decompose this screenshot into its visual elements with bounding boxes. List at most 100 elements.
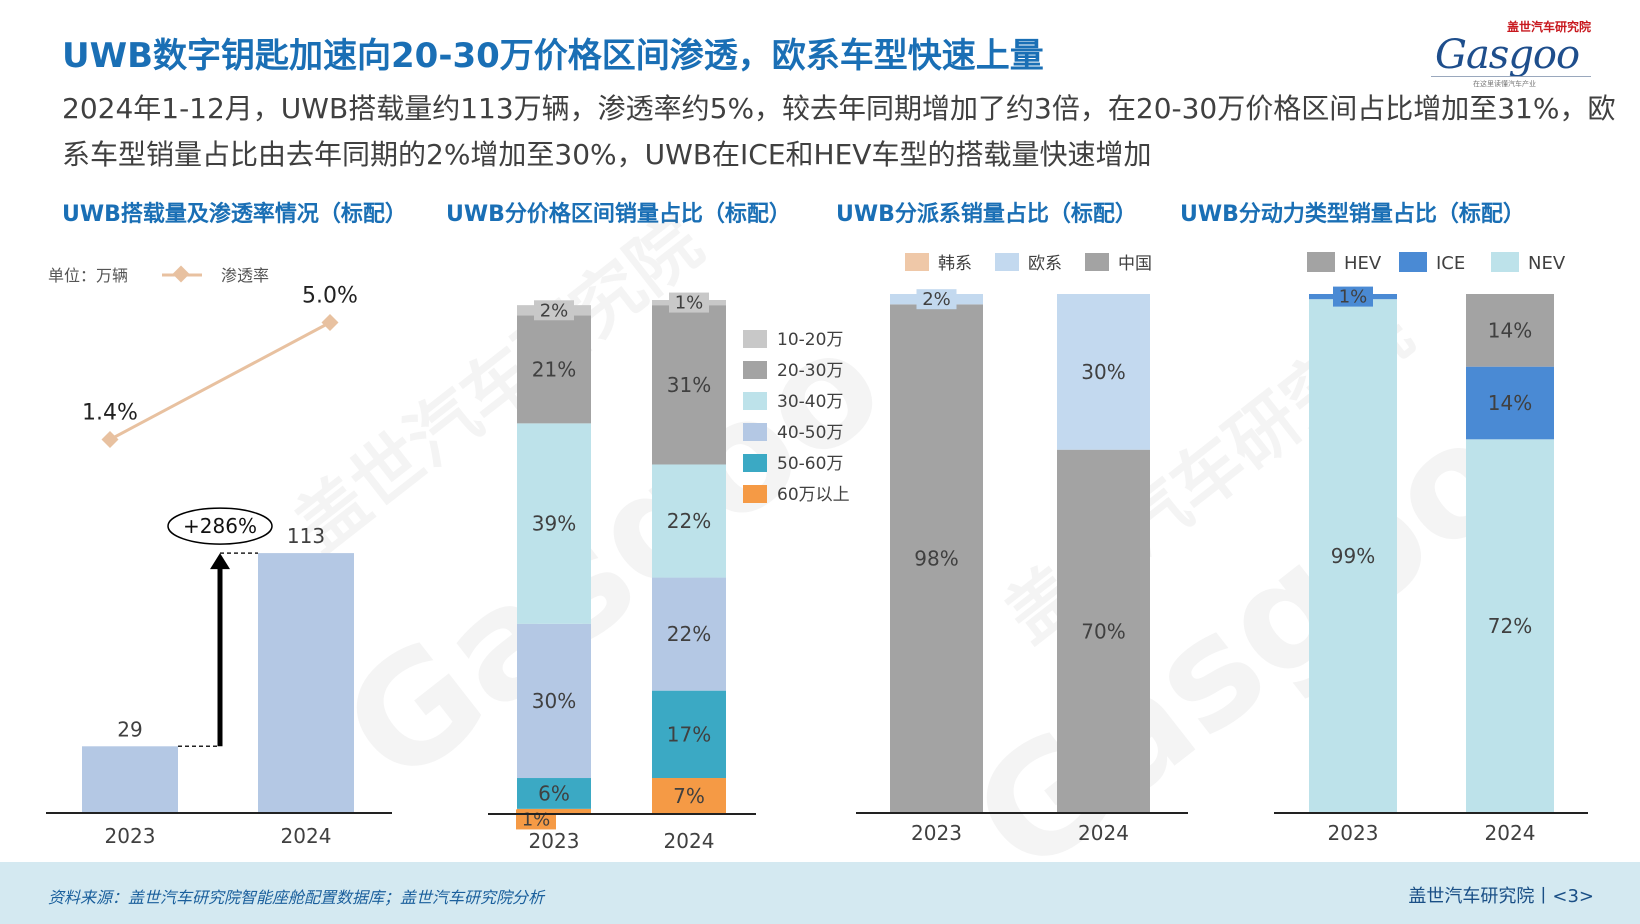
chart1-xtick-2023: 2023	[105, 824, 156, 848]
chart2-legend-swatch-40-50万	[743, 423, 767, 441]
chart2-seg-2024-50-60万	[652, 690, 726, 779]
chart4-label-2023-NEV: 99%	[1331, 544, 1375, 568]
chart2-seg-2023-40-50万	[517, 623, 591, 779]
chart1-growth-label: +286%	[183, 514, 257, 538]
chart2-seg-2024-20-30万	[652, 305, 726, 465]
chart2-legend-label-20-30万: 20-30万	[777, 361, 843, 381]
chart2-legend-swatch-30-40万	[743, 392, 767, 410]
chart2-legend-label-10-20万: 10-20万	[777, 330, 843, 350]
chart2-seg-2024-30-40万	[652, 464, 726, 578]
chart4-xtick-2024: 2024	[1485, 821, 1536, 845]
logo-mark: Gasgoo	[1435, 32, 1580, 78]
chart3-label-2024-欧系: 30%	[1081, 360, 1125, 384]
chart1-penetration-label-2024: 5.0%	[302, 284, 358, 309]
chart3-legend-label-韩系: 韩系	[938, 254, 972, 274]
logo-cn-text: 盖世汽车研究院	[1506, 20, 1591, 34]
chart2-legend-swatch-20-30万	[743, 361, 767, 379]
chart1-unit-label: 单位：万辆	[48, 266, 128, 285]
chart2-title: UWB分价格区间销量占比（标配）	[446, 202, 791, 227]
chart2-label-2024-60万以上: 7%	[673, 784, 705, 808]
chart4-legend-label-ICE: ICE	[1436, 253, 1465, 274]
chart4-seg-2023-NEV	[1309, 299, 1397, 813]
chart2-seg-2023-30-40万	[517, 423, 591, 624]
chart4-label-2023-ICE: 1%	[1339, 287, 1368, 308]
chart1-bar-label-2023: 29	[117, 717, 142, 741]
chart1-penetration-point-2023	[101, 431, 119, 448]
chart2-small-label-bg-2023-10-20万	[534, 300, 574, 321]
chart4-legend-label-NEV: NEV	[1528, 253, 1566, 274]
chart2-seg-2023-20-30万	[517, 315, 591, 424]
page-title: UWB数字钥匙加速向20-30万价格区间渗透，欧系车型快速上量	[62, 36, 1044, 76]
chart2-label-2023-40-50万: 30%	[532, 689, 576, 713]
chart4-legend-swatch-ICE	[1399, 252, 1427, 272]
chart3-label-2023-中国: 98%	[914, 547, 958, 571]
chart2-legend-label-30-40万: 30-40万	[777, 392, 843, 412]
chart2-label-2024-40-50万: 22%	[667, 622, 711, 646]
chart4-label-2024-HEV: 14%	[1488, 318, 1532, 342]
chart1-penetration-point-2024	[321, 314, 339, 331]
chart4-legend-label-HEV: HEV	[1344, 253, 1382, 274]
chart4-xtick-2023: 2023	[1328, 821, 1379, 845]
footer-bar: 资料来源：盖世汽车研究院智能座舱配置数据库；盖世汽车研究院分析 盖世汽车研究院丨…	[0, 862, 1640, 924]
chart3-legend-swatch-欧系	[995, 253, 1019, 271]
chart1-xtick-2024: 2024	[281, 824, 332, 848]
chart2-label-2023-10-20万: 2%	[540, 300, 569, 321]
chart2-legend-label-60万以上: 60万以上	[777, 485, 850, 505]
chart2-legend-label-40-50万: 40-50万	[777, 423, 843, 443]
chart2-label-2023-50-60万: 6%	[538, 781, 570, 805]
chart2-legend-swatch-60万以上	[743, 485, 767, 503]
logo-tagline: 在这里读懂汽车产业	[1473, 80, 1536, 88]
chart4-legend-swatch-NEV	[1491, 252, 1519, 272]
chart2-legend-swatch-50-60万	[743, 454, 767, 472]
chart3-legend-label-欧系: 欧系	[1028, 254, 1062, 274]
chart3-label-2023-欧系: 2%	[922, 289, 951, 310]
chart4-seg-2024-HEV	[1466, 294, 1554, 367]
chart4-small-label-bg-2023-ICE	[1333, 286, 1373, 307]
chart2-label-2024-20-30万: 31%	[667, 373, 711, 397]
chart3-seg-2024-欧系	[1057, 294, 1150, 450]
chart1-penetration-label-2023: 1.4%	[82, 401, 138, 426]
footer-source: 资料来源：盖世汽车研究院智能座舱配置数据库；盖世汽车研究院分析	[48, 888, 545, 907]
chart3-xtick-2023: 2023	[911, 821, 962, 845]
chart3-xtick-2024: 2024	[1078, 821, 1129, 845]
chart1-legend-marker	[172, 265, 190, 283]
chart2-seg-2024-40-50万	[652, 577, 726, 691]
chart2-small-label-bg-2024-10-20万	[669, 292, 709, 313]
chart1-growth-arrow-head	[210, 553, 230, 570]
chart3-legend-swatch-中国	[1085, 253, 1109, 271]
chart3-legend-label-中国: 中国	[1118, 254, 1152, 274]
chart3-legend-swatch-韩系	[905, 253, 929, 271]
chart2-label-2024-30-40万: 22%	[667, 509, 711, 533]
chart2-legend-label-50-60万: 50-60万	[777, 454, 843, 474]
chart3-title: UWB分派系销量占比（标配）	[836, 202, 1137, 227]
chart2-xtick-2023: 2023	[529, 829, 580, 853]
chart4-seg-2024-ICE	[1466, 366, 1554, 440]
chart4-title: UWB分动力类型销量占比（标配）	[1180, 202, 1525, 227]
chart1-bar-2023	[82, 746, 178, 813]
chart4-label-2024-ICE: 14%	[1488, 391, 1532, 415]
page-subtitle: 2024年1-12月，UWB搭载量约113万辆，渗透率约5%，较去年同期增加了约…	[62, 92, 1616, 171]
chart1-title: UWB搭载量及渗透率情况（标配）	[62, 202, 407, 227]
chart3-small-label-bg-2023-欧系	[916, 289, 957, 310]
chart3-label-2024-中国: 70%	[1081, 619, 1125, 643]
chart1-legend-label: 渗透率	[221, 266, 269, 285]
chart2-label-2023-20-30万: 21%	[532, 357, 576, 381]
chart2-label-2024-10-20万: 1%	[675, 293, 704, 314]
footer-page-number: 盖世汽车研究院丨<3>	[1408, 886, 1594, 907]
chart3-seg-2024-中国	[1057, 449, 1150, 813]
chart1-bar-2024	[258, 553, 354, 813]
logo-divider	[1431, 76, 1591, 77]
chart2-seg-2024-60万以上	[652, 778, 726, 814]
chart2-seg-2023-50-60万	[517, 778, 591, 809]
chart2-legend-swatch-10-20万	[743, 330, 767, 348]
chart2-xtick-2024: 2024	[664, 829, 715, 853]
chart4-seg-2024-NEV	[1466, 439, 1554, 813]
chart2-label-2024-50-60万: 17%	[667, 722, 711, 746]
chart4-legend-swatch-HEV	[1307, 252, 1335, 272]
chart1-bar-label-2024: 113	[287, 524, 325, 548]
chart2-label-2023-30-40万: 39%	[532, 512, 576, 536]
chart3-seg-2023-中国	[890, 304, 983, 813]
chart1-penetration-line	[109, 321, 331, 441]
gasgoo-logo: 盖世汽车研究院 Gasgoo 在这里读懂汽车产业	[1425, 18, 1605, 88]
